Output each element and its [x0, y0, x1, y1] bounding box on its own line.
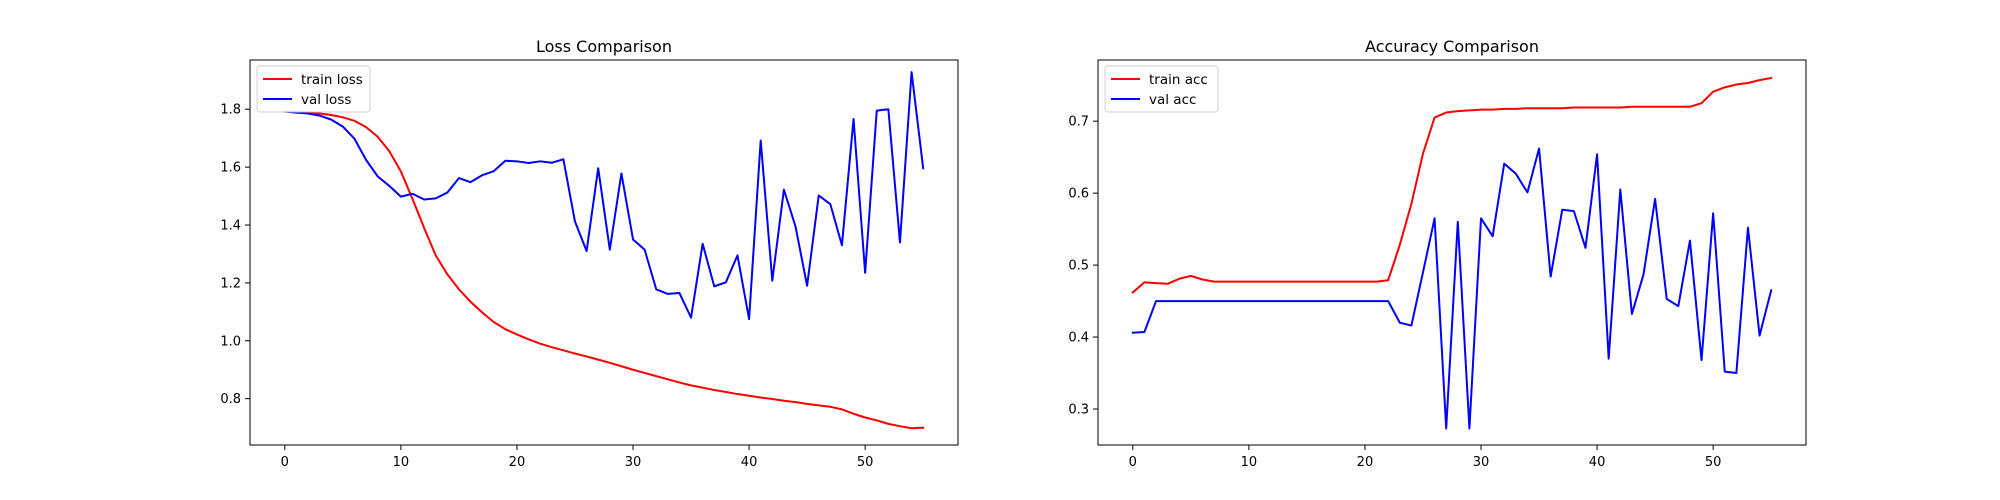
- y-tick-label: 1.8: [220, 103, 241, 118]
- loss-chart-legend: train loss val loss: [256, 65, 371, 113]
- y-tick-label: 1.0: [220, 334, 241, 349]
- x-tick-label: 30: [625, 455, 642, 470]
- y-tick-label: 0.3: [1068, 403, 1089, 418]
- accuracy-chart: Accuracy Comparison 0 10 20 30 40 50 0.3 0.4 0.5…: [1068, 37, 1807, 470]
- x-tick-label: 20: [509, 455, 526, 470]
- legend-label-val-acc: val acc: [1149, 92, 1196, 108]
- accuracy-chart-axes: 0 10 20 30 40 50 0.3 0.4 0.5 0.6 0.7: [1068, 115, 1721, 470]
- y-tick-label: 0.5: [1068, 259, 1089, 274]
- legend-label-val-loss: val loss: [301, 92, 351, 108]
- loss-chart: Loss Comparison 0 10 20 30 40 50 0.8 1.0 1.2 1.4 1…: [220, 37, 959, 470]
- loss-chart-title: Loss Comparison: [536, 37, 672, 56]
- x-tick-label: 30: [1473, 455, 1490, 470]
- y-tick-label: 0.6: [1068, 187, 1089, 202]
- legend-label-train-acc: train acc: [1149, 72, 1208, 88]
- x-tick-label: 0: [281, 455, 289, 470]
- x-tick-label: 20: [1357, 455, 1374, 470]
- y-tick-label: 1.2: [220, 276, 241, 291]
- series-line-train-acc: [1131, 76, 1773, 294]
- y-tick-label: 0.7: [1068, 115, 1089, 130]
- loss-chart-axes: 0 10 20 30 40 50 0.8 1.0 1.2 1.4 1.6 1.8: [220, 103, 873, 470]
- accuracy-chart-plot-area: [1131, 76, 1773, 430]
- y-tick-label: 1.4: [220, 219, 241, 234]
- x-tick-label: 0: [1129, 455, 1137, 470]
- x-tick-label: 10: [1241, 455, 1258, 470]
- loss-chart-frame: [249, 59, 959, 446]
- x-tick-label: 10: [393, 455, 410, 470]
- series-line-train-loss: [283, 110, 925, 430]
- legend-box: [1104, 65, 1219, 113]
- y-tick-label: 1.6: [220, 161, 241, 176]
- series-line-val-acc: [1131, 147, 1773, 430]
- accuracy-chart-title: Accuracy Comparison: [1365, 37, 1539, 56]
- accuracy-chart-frame: [1097, 59, 1807, 446]
- x-tick-label: 40: [741, 455, 758, 470]
- legend-box: [256, 65, 371, 113]
- y-tick-label: 0.8: [220, 392, 241, 407]
- series-line-val-loss: [283, 71, 925, 321]
- y-tick-label: 0.4: [1068, 331, 1089, 346]
- accuracy-chart-legend: train acc val acc: [1104, 65, 1219, 113]
- loss-chart-plot-area: [283, 71, 925, 430]
- legend-label-train-loss: train loss: [301, 72, 363, 88]
- x-tick-label: 50: [1705, 455, 1722, 470]
- x-tick-label: 40: [1589, 455, 1606, 470]
- x-tick-label: 50: [857, 455, 874, 470]
